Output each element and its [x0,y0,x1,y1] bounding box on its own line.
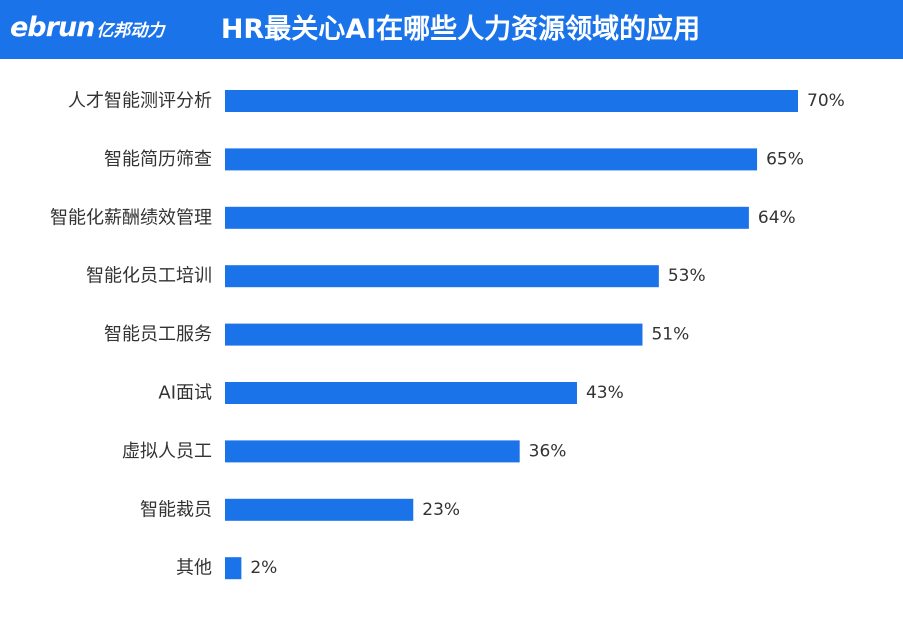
category-label-2: 智能化薪酬绩效管理 [50,207,212,228]
bars-group [225,90,798,580]
category-label-7: 智能裁员 [140,499,212,520]
ebrun-logo: ebrun 亿邦动力 [10,10,164,46]
category-label-6: 虚拟人员工 [122,441,212,462]
logo-chinese-text: 亿邦动力 [96,21,165,41]
value-label-1: 65% [766,149,804,169]
header-bar: ebrun 亿邦动力 HR最关心AI在哪些人力资源领域的应用 [0,0,903,59]
bar-6 [225,440,520,463]
value-label-7: 23% [422,500,460,520]
bar-8 [225,557,242,580]
bar-3 [225,265,659,288]
category-label-1: 智能简历筛查 [104,149,212,170]
value-label-6: 36% [529,441,567,461]
category-label-8: 其他 [176,558,212,579]
value-labels-group: 70% 65% 64% 53% 51% 43% 36% 23% 2% [250,91,844,578]
value-label-2: 64% [758,208,796,228]
bar-1 [225,148,758,171]
category-label-5: AI面试 [158,383,212,404]
category-label-3: 智能化员工培训 [86,266,212,287]
bar-4 [225,323,643,346]
bar-2 [225,206,749,229]
value-label-5: 43% [586,383,624,403]
logo-text: ebrun [10,12,95,43]
value-label-3: 53% [668,266,706,286]
chart-title: HR最关心AI在哪些人力资源领域的应用 [220,14,701,45]
bar-7 [225,498,414,521]
bar-0 [225,90,798,112]
value-label-0: 70% [807,91,845,111]
value-label-8: 2% [250,558,277,578]
value-label-4: 51% [651,325,689,345]
bar-5 [225,382,577,404]
category-label-0: 人才智能测评分析 [68,91,212,112]
category-label-4: 智能员工服务 [104,324,212,345]
